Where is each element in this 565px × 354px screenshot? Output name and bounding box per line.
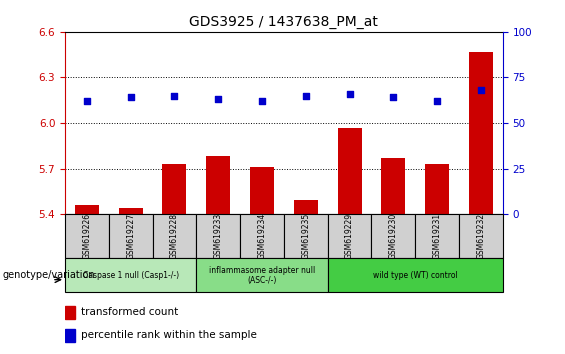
- Bar: [294, 200, 318, 214]
- Text: GSM619231: GSM619231: [433, 213, 442, 259]
- Text: GSM619227: GSM619227: [126, 213, 135, 259]
- Title: GDS3925 / 1437638_PM_at: GDS3925 / 1437638_PM_at: [189, 16, 379, 29]
- Bar: [381, 158, 406, 214]
- Bar: [415, 214, 459, 258]
- Text: transformed count: transformed count: [81, 307, 178, 318]
- Text: inflammasome adapter null
(ASC-/-): inflammasome adapter null (ASC-/-): [209, 266, 315, 285]
- Point: [214, 97, 223, 102]
- Bar: [75, 205, 99, 214]
- Bar: [459, 214, 503, 258]
- Text: GSM619230: GSM619230: [389, 213, 398, 259]
- Bar: [284, 214, 328, 258]
- Text: GSM619226: GSM619226: [82, 213, 92, 259]
- Bar: [425, 164, 449, 214]
- Point: [170, 93, 179, 98]
- Bar: [162, 164, 186, 214]
- Text: wild type (WT) control: wild type (WT) control: [373, 271, 458, 280]
- Bar: [65, 306, 76, 319]
- Bar: [206, 156, 231, 214]
- Bar: [197, 258, 328, 292]
- Text: GSM619235: GSM619235: [301, 213, 310, 259]
- Point: [258, 98, 267, 104]
- Bar: [328, 214, 372, 258]
- Text: Caspase 1 null (Casp1-/-): Caspase 1 null (Casp1-/-): [82, 271, 179, 280]
- Point: [82, 98, 92, 104]
- Bar: [372, 214, 415, 258]
- Bar: [240, 214, 284, 258]
- Text: GSM619232: GSM619232: [476, 213, 485, 259]
- Point: [433, 98, 442, 104]
- Point: [345, 91, 354, 97]
- Bar: [119, 208, 143, 214]
- Bar: [65, 214, 109, 258]
- Point: [476, 87, 485, 93]
- Bar: [197, 214, 240, 258]
- Text: GSM619229: GSM619229: [345, 213, 354, 259]
- Bar: [469, 52, 493, 214]
- Bar: [65, 258, 197, 292]
- Point: [126, 95, 135, 100]
- Point: [301, 93, 310, 98]
- Bar: [153, 214, 197, 258]
- Bar: [65, 329, 76, 342]
- Bar: [337, 127, 362, 214]
- Text: GSM619234: GSM619234: [258, 213, 267, 259]
- Bar: [108, 214, 153, 258]
- Text: percentile rank within the sample: percentile rank within the sample: [81, 330, 257, 341]
- Bar: [328, 258, 503, 292]
- Bar: [250, 167, 274, 214]
- Text: GSM619228: GSM619228: [170, 213, 179, 259]
- Text: genotype/variation: genotype/variation: [3, 270, 95, 280]
- Text: GSM619233: GSM619233: [214, 213, 223, 259]
- Point: [389, 95, 398, 100]
